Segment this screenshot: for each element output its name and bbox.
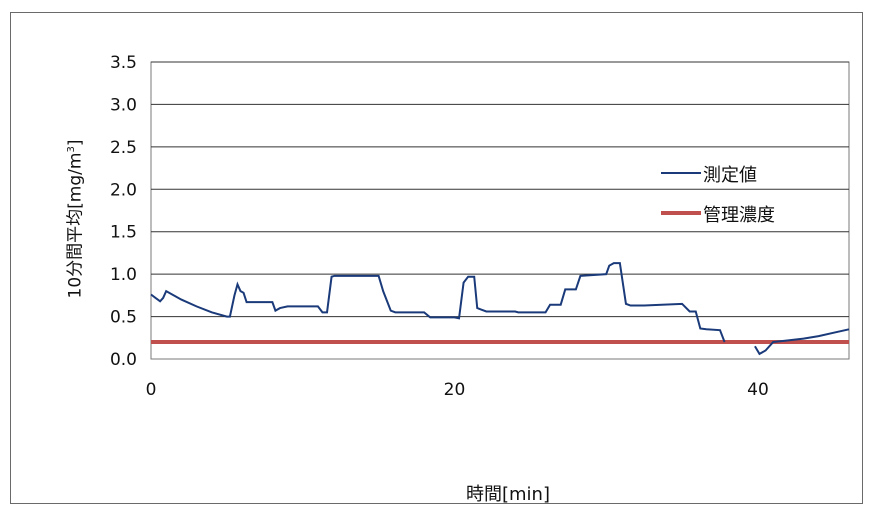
y-tick-label: 0.0 — [110, 350, 137, 370]
y-tick-label: 1.0 — [110, 265, 137, 285]
y-tick-label: 2.5 — [110, 138, 137, 158]
series-measured-line-segment-2 — [754, 328, 850, 356]
x-tick-label: 0 — [146, 380, 157, 400]
series-measured-line — [150, 262, 726, 343]
chart-svg: 0.0 0.5 1.0 1.5 2.0 2.5 3.0 3.5 0 20 40 — [110, 53, 850, 400]
x-axis-label: 時間[min] — [466, 484, 550, 505]
y-tick-label: 2.0 — [110, 180, 137, 200]
y-tick-label: 3.5 — [110, 53, 137, 73]
y-axis-label: 10分間平均[mg/m3] — [65, 139, 86, 299]
legend-label-control-concentration: 管理濃度 — [703, 205, 775, 226]
x-tick-label: 20 — [444, 380, 466, 400]
y-tick-label: 1.5 — [110, 223, 137, 243]
y-tick-label: 3.0 — [110, 95, 137, 115]
y-tick-label: 0.5 — [110, 308, 137, 328]
chart-frame: 0.0 0.5 1.0 1.5 2.0 2.5 3.0 3.5 0 20 40 10分間平均[mg/… — [10, 12, 863, 505]
legend-label-measured: 測定値 — [703, 165, 757, 186]
x-tick-label: 40 — [747, 380, 769, 400]
